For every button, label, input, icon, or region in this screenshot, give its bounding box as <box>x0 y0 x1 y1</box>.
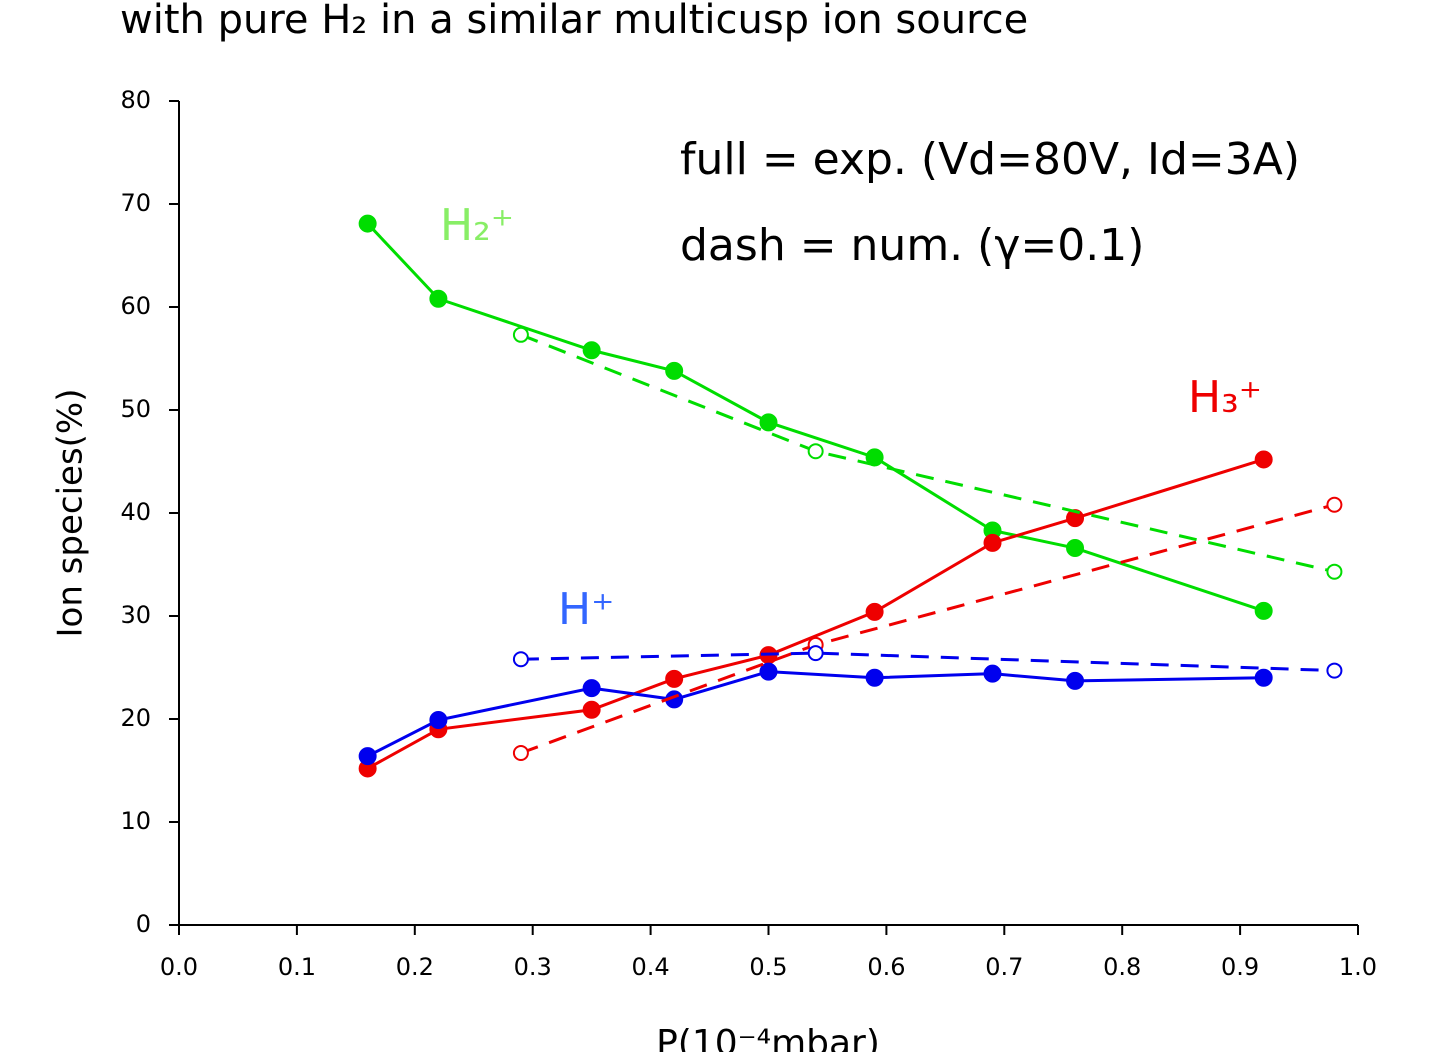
data-point <box>358 214 377 233</box>
x-tick-label: 0.0 <box>160 953 198 981</box>
data-point <box>759 413 778 432</box>
annotation: dash = num. (γ=0.1) <box>680 220 1144 271</box>
y-tick-label: 30 <box>120 601 151 629</box>
data-point <box>429 711 448 730</box>
data-point <box>865 668 884 687</box>
data-point <box>983 664 1002 683</box>
data-point <box>1254 601 1273 620</box>
series-line <box>366 458 1265 770</box>
y-tick-label: 10 <box>120 807 151 835</box>
x-tick-label: 0.5 <box>749 953 787 981</box>
data-point <box>665 669 684 688</box>
y-tick-label: 0 <box>136 910 151 938</box>
x-tick-label: 1.0 <box>1339 953 1377 981</box>
x-tick-label: 0.1 <box>278 953 316 981</box>
data-point <box>665 361 684 380</box>
data-point <box>1066 671 1085 690</box>
x-tick-label: 0.6 <box>867 953 905 981</box>
data-point <box>807 443 824 460</box>
data-point <box>512 744 529 761</box>
series-label: H₂⁺ <box>440 200 514 251</box>
series-label: H₃⁺ <box>1188 372 1262 423</box>
x-tick-label: 0.8 <box>1103 953 1141 981</box>
data-point <box>1254 668 1273 687</box>
x-axis-label: P(10⁻⁴mbar) <box>656 1023 880 1052</box>
data-point <box>429 289 448 308</box>
x-tick-label: 0.7 <box>985 953 1023 981</box>
data-point <box>1326 496 1343 513</box>
data-point <box>983 533 1002 552</box>
data-point <box>865 602 884 621</box>
y-tick-label: 70 <box>120 189 151 217</box>
x-tick-label: 0.4 <box>632 953 670 981</box>
annotation: full = exp. (Vd=80V, Id=3A) <box>680 134 1300 185</box>
series-line <box>366 222 1265 613</box>
data-point <box>582 341 601 360</box>
chart-title: with pure H₂ in a similar multicusp ion … <box>120 0 1028 43</box>
x-tick-label: 0.2 <box>396 953 434 981</box>
data-point <box>807 645 824 662</box>
data-point <box>1066 539 1085 558</box>
y-tick-label: 60 <box>120 292 151 320</box>
x-tick-label: 0.3 <box>514 953 552 981</box>
data-point <box>358 747 377 766</box>
y-tick-label: 80 <box>120 86 151 114</box>
y-tick-label: 50 <box>120 395 151 423</box>
y-tick-label: 40 <box>120 498 151 526</box>
data-point <box>582 679 601 698</box>
series-line <box>366 670 1264 758</box>
series-line <box>520 651 1335 673</box>
x-tick-label: 0.9 <box>1221 953 1259 981</box>
data-point <box>1254 450 1273 469</box>
data-point <box>582 700 601 719</box>
data-point <box>759 662 778 681</box>
y-tick-label: 20 <box>120 704 151 732</box>
data-point <box>512 326 529 343</box>
data-point <box>512 651 529 668</box>
y-axis-label: Ion species(%) <box>51 388 91 637</box>
data-point <box>1326 563 1343 580</box>
data-point <box>1326 662 1343 679</box>
series-label: H⁺ <box>558 584 614 635</box>
